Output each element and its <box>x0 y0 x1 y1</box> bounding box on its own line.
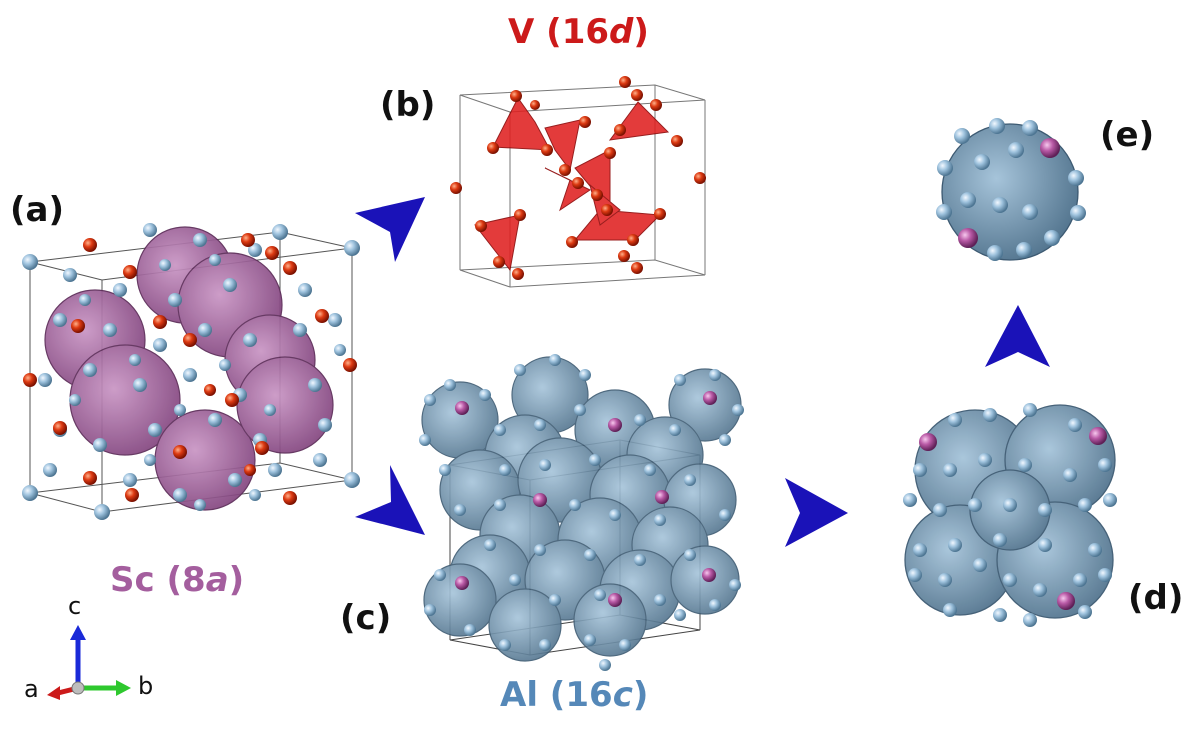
axis-triad <box>47 625 131 700</box>
panel-e-al-atoms <box>936 118 1086 261</box>
panel-label-c: (c) <box>340 598 392 638</box>
panel-a-al-atoms <box>22 223 360 520</box>
panel-b-structure <box>450 76 706 288</box>
panel-label-b: (b) <box>380 85 436 125</box>
panel-label-e: (e) <box>1100 115 1155 155</box>
panel-d-al-atoms <box>903 403 1117 627</box>
arrow-a-to-c <box>355 465 425 535</box>
panel-label-a: (a) <box>10 190 65 230</box>
panel-a-structure <box>22 223 360 520</box>
panel-d-structure <box>903 403 1117 627</box>
title-al-16c: Al (16c) <box>500 675 649 715</box>
panel-c-al-polyhedra <box>421 356 742 662</box>
arrow-d-to-e <box>985 305 1050 367</box>
panel-e-sc-atoms <box>958 138 1060 248</box>
panel-b-v-atoms <box>450 76 706 280</box>
axis-label-b: b <box>138 672 154 700</box>
panel-c-sc-atoms <box>455 391 717 607</box>
panel-label-d: (d) <box>1128 578 1184 618</box>
title-sc-8a: Sc (8a) <box>110 560 245 600</box>
axis-label-c: c <box>68 592 82 620</box>
panel-e-structure <box>936 118 1086 261</box>
panel-c-al-atoms <box>419 354 744 671</box>
arrowheads <box>355 197 1050 547</box>
panel-c-structure <box>419 354 744 671</box>
panel-d-al-polyhedra <box>904 404 1116 619</box>
arrow-c-to-d <box>785 478 848 547</box>
panel-b-v-tetrahedra <box>474 97 670 272</box>
title-v-16d: V (16d) <box>508 12 649 52</box>
arrow-a-to-b <box>355 197 425 262</box>
panel-a-v-atoms <box>23 233 357 505</box>
axis-label-a: a <box>24 675 39 703</box>
panel-d-sc-atoms <box>919 427 1107 610</box>
